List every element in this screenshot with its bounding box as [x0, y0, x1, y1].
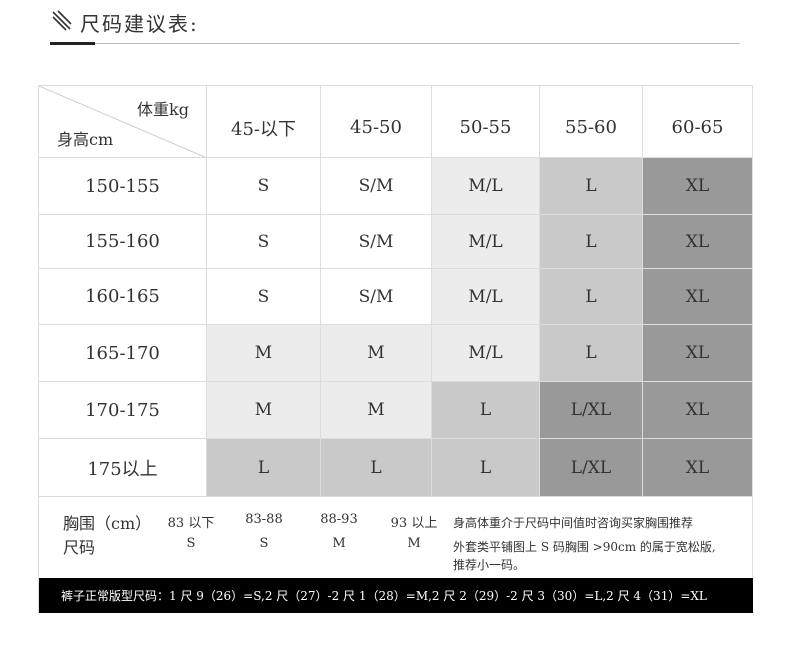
size-cell: S: [207, 215, 321, 269]
row-header: 160-165: [39, 269, 207, 325]
size-cell: M/L: [432, 215, 540, 269]
size-cell: L: [321, 439, 432, 497]
size-label: 尺码: [63, 538, 96, 557]
column-header: 45-50: [321, 86, 432, 158]
size-cell: S/M: [321, 158, 432, 215]
chest-note: 外套类平铺图上 S 码胸围 >90cm 的属于宽松版,: [453, 540, 716, 554]
corner-cell: [39, 86, 207, 158]
corner-top: 体重kg: [137, 100, 189, 119]
row-header: 170-175: [39, 382, 207, 439]
row-header: 165-170: [39, 325, 207, 382]
size-cell: L: [540, 325, 643, 382]
chest-size: S: [259, 536, 269, 551]
size-cell: S/M: [321, 269, 432, 325]
title-rule: [50, 43, 740, 44]
size-cell: L/XL: [540, 439, 643, 497]
chest-size: S: [186, 536, 196, 551]
size-cell: L: [540, 158, 643, 215]
chest-range: 83 以下: [167, 516, 215, 531]
chest-range: 93 以上: [390, 516, 438, 531]
size-table: 体重kg 身高cm 45-以下 45-50 50-55 55-60 60-65 150-1…: [38, 85, 753, 613]
size-cell: M: [321, 382, 432, 439]
chest-range: 88-93: [320, 512, 358, 527]
size-cell: M: [321, 325, 432, 382]
column-header: 50-55: [432, 86, 540, 158]
size-cell: XL: [643, 215, 753, 269]
size-cell: XL: [643, 269, 753, 325]
chest-range: 83-88: [245, 512, 283, 527]
ruler-icon: [52, 10, 72, 31]
pants-bar: [39, 578, 753, 613]
chest-label: 胸围（cm）: [63, 514, 152, 533]
size-cell: L: [207, 439, 321, 497]
corner-bottom: 身高cm: [57, 130, 114, 149]
title: 尺码建议表:: [80, 12, 199, 36]
size-cell: XL: [643, 382, 753, 439]
corner-diagonal: [39, 86, 207, 158]
pants-note: 裤子正常版型尺码：1 尺 9（26）=S,2 尺（27）-2 尺 1（28）=M…: [61, 589, 707, 603]
size-cell: L: [540, 215, 643, 269]
size-cell: M/L: [432, 158, 540, 215]
size-cell: XL: [643, 158, 753, 215]
size-cell: L: [432, 382, 540, 439]
title-accent: [50, 42, 95, 45]
column-header: 55-60: [540, 86, 643, 158]
size-cell: M: [207, 325, 321, 382]
size-cell: L/XL: [540, 382, 643, 439]
chest-size: M: [332, 536, 346, 551]
column-header: 45-以下: [207, 86, 321, 158]
size-cell: XL: [643, 439, 753, 497]
size-cell: L: [540, 269, 643, 325]
size-cell: M: [207, 382, 321, 439]
row-header: 150-155: [39, 158, 207, 215]
size-cell: M/L: [432, 325, 540, 382]
row-header: 175以上: [39, 439, 207, 497]
chest-area: [39, 497, 753, 578]
size-cell: S: [207, 269, 321, 325]
chest-note: 推荐小一码。: [453, 558, 526, 572]
chest-note: 身高体重介于尺码中间值时咨询买家胸围推荐: [453, 516, 694, 530]
column-header: 60-65: [643, 86, 753, 158]
chest-size: M: [407, 536, 421, 551]
size-cell: S/M: [321, 215, 432, 269]
size-cell: L: [432, 439, 540, 497]
size-cell: S: [207, 158, 321, 215]
size-cell: XL: [643, 325, 753, 382]
row-header: 155-160: [39, 215, 207, 269]
size-cell: M/L: [432, 269, 540, 325]
